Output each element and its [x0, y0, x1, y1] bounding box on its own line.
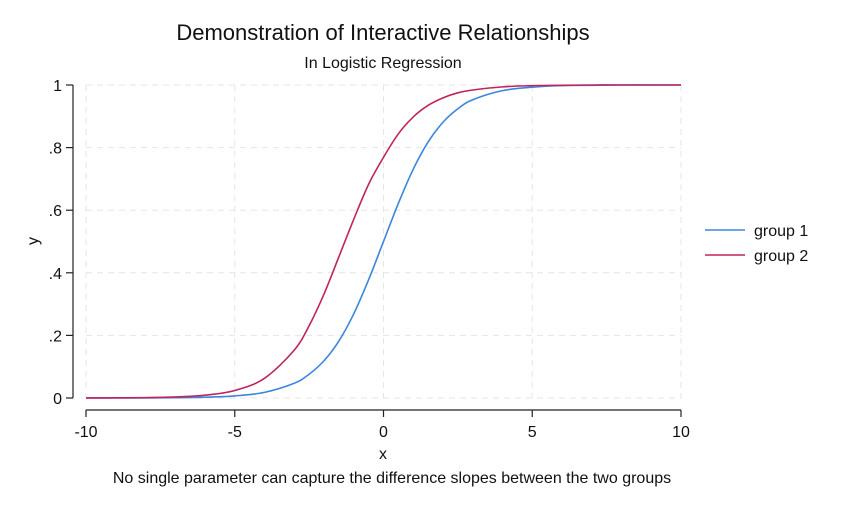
series-line-2 — [85, 84, 681, 399]
x-tick-label: 0 — [379, 424, 388, 441]
y-tick-label: 1 — [53, 78, 62, 95]
y-tick-label: .8 — [49, 141, 62, 158]
y-tick-label: .6 — [49, 203, 62, 220]
x-tick-label: -10 — [74, 424, 97, 441]
x-tick-label: 5 — [528, 424, 537, 441]
x-tick-label: 10 — [672, 424, 690, 441]
chart-subtitle: In Logistic Regression — [304, 55, 461, 72]
legend: group 1 group 2 — [705, 223, 808, 265]
chart-title: Demonstration of Interactive Relationshi… — [176, 20, 589, 45]
chart-note: No single parameter can capture the diff… — [113, 470, 671, 487]
y-tick-label: .4 — [49, 266, 62, 283]
y-tick-label: 0 — [53, 391, 62, 408]
plot-area — [85, 84, 681, 399]
legend-label-1: group 1 — [754, 223, 808, 240]
x-axis-label: x — [379, 446, 387, 463]
y-tick-label: .2 — [49, 328, 62, 345]
y-axis-label: y — [25, 237, 42, 245]
legend-label-2: group 2 — [754, 248, 808, 265]
axes: -10 -5 0 5 10 0 .2 .4 .6 .8 1 — [49, 78, 690, 441]
x-tick-label: -5 — [228, 424, 242, 441]
